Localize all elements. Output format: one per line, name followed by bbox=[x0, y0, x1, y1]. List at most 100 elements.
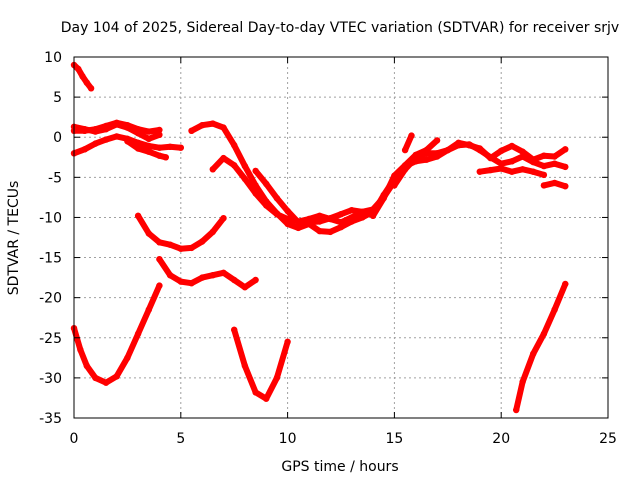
data-point bbox=[263, 180, 270, 187]
data-point bbox=[220, 124, 227, 131]
data-point bbox=[252, 389, 259, 396]
y-tick-label: -20 bbox=[39, 291, 62, 307]
data-point bbox=[231, 276, 238, 284]
data-point bbox=[348, 207, 355, 214]
data-point bbox=[209, 272, 216, 279]
data-point bbox=[209, 166, 216, 173]
data-point bbox=[423, 156, 430, 163]
data-point bbox=[188, 280, 195, 287]
data-point bbox=[166, 241, 174, 248]
data-point bbox=[530, 158, 537, 166]
data-point bbox=[145, 128, 152, 135]
data-point bbox=[83, 362, 91, 370]
data-point bbox=[295, 219, 302, 226]
data-point bbox=[92, 140, 99, 147]
y-tick-label: -35 bbox=[39, 411, 62, 427]
data-point bbox=[487, 154, 494, 161]
series-trace-s12 bbox=[231, 326, 291, 402]
data-point bbox=[327, 228, 334, 236]
data-point bbox=[102, 379, 110, 386]
data-point bbox=[369, 210, 377, 217]
y-tick-label: 0 bbox=[53, 130, 62, 146]
data-point bbox=[209, 120, 216, 127]
x-tick-label: 0 bbox=[70, 431, 79, 447]
y-tick-label: -25 bbox=[39, 331, 62, 347]
data-point bbox=[284, 215, 291, 223]
data-point bbox=[519, 166, 526, 173]
data-point bbox=[81, 146, 88, 153]
axis-ticks: 0 5 10 15 20 25 10 5 0 -5 -10 -15 -20 -25 -30 -35 bbox=[39, 50, 617, 447]
data-point bbox=[540, 152, 548, 159]
data-point bbox=[295, 224, 302, 232]
y-tick-label: 5 bbox=[53, 90, 62, 106]
data-point bbox=[156, 126, 163, 134]
data-series bbox=[70, 61, 569, 414]
data-point bbox=[519, 148, 526, 155]
data-point bbox=[75, 65, 82, 73]
data-point bbox=[156, 152, 163, 159]
data-point bbox=[519, 153, 526, 160]
data-point bbox=[188, 244, 195, 252]
data-point bbox=[498, 147, 505, 155]
data-point bbox=[263, 395, 270, 402]
data-point bbox=[412, 154, 419, 162]
y-tick-label: -5 bbox=[48, 170, 62, 186]
data-point bbox=[83, 79, 91, 86]
data-point bbox=[166, 143, 174, 150]
data-point bbox=[92, 128, 99, 135]
series-trace-s08 bbox=[156, 256, 259, 291]
data-point bbox=[466, 141, 473, 148]
data-point bbox=[444, 146, 451, 154]
data-point bbox=[380, 191, 387, 199]
data-point bbox=[273, 195, 281, 202]
y-tick-label: 10 bbox=[44, 50, 62, 66]
data-point bbox=[508, 158, 516, 165]
data-point bbox=[113, 121, 120, 128]
data-point bbox=[156, 256, 163, 263]
data-point bbox=[401, 146, 409, 154]
data-point bbox=[540, 182, 548, 189]
data-point bbox=[220, 269, 227, 276]
data-point bbox=[305, 219, 313, 226]
data-point bbox=[220, 215, 227, 222]
data-point bbox=[508, 168, 516, 175]
data-point bbox=[241, 175, 249, 183]
data-point bbox=[476, 168, 483, 175]
series-trace-s19 bbox=[513, 281, 569, 413]
data-point bbox=[92, 374, 99, 382]
y-tick-label: -30 bbox=[39, 371, 62, 387]
data-point bbox=[145, 230, 152, 237]
data-point bbox=[252, 190, 259, 197]
data-point bbox=[284, 207, 291, 215]
data-point bbox=[327, 215, 334, 222]
data-point bbox=[284, 338, 291, 345]
series-trace-s06 bbox=[71, 282, 163, 386]
data-point bbox=[156, 239, 163, 246]
data-point bbox=[113, 133, 120, 140]
data-point bbox=[519, 378, 526, 386]
data-point bbox=[188, 127, 195, 134]
data-point bbox=[102, 136, 110, 143]
data-point bbox=[156, 144, 163, 151]
data-point bbox=[273, 374, 281, 382]
data-point bbox=[134, 212, 142, 219]
data-point bbox=[231, 142, 238, 149]
data-point bbox=[337, 219, 345, 226]
data-point bbox=[252, 276, 259, 284]
data-point bbox=[81, 126, 88, 133]
data-point bbox=[162, 154, 169, 161]
data-point bbox=[337, 211, 345, 218]
y-tick-label: -15 bbox=[39, 251, 62, 267]
data-point bbox=[433, 137, 441, 144]
data-point bbox=[423, 150, 430, 157]
data-point bbox=[199, 122, 206, 129]
data-point bbox=[540, 171, 548, 179]
data-point bbox=[498, 165, 505, 172]
data-point bbox=[562, 163, 569, 171]
x-tick-label: 20 bbox=[492, 431, 510, 447]
data-point bbox=[273, 211, 281, 218]
data-point bbox=[551, 160, 558, 167]
data-point bbox=[252, 167, 259, 175]
plot-frame bbox=[73, 56, 609, 419]
